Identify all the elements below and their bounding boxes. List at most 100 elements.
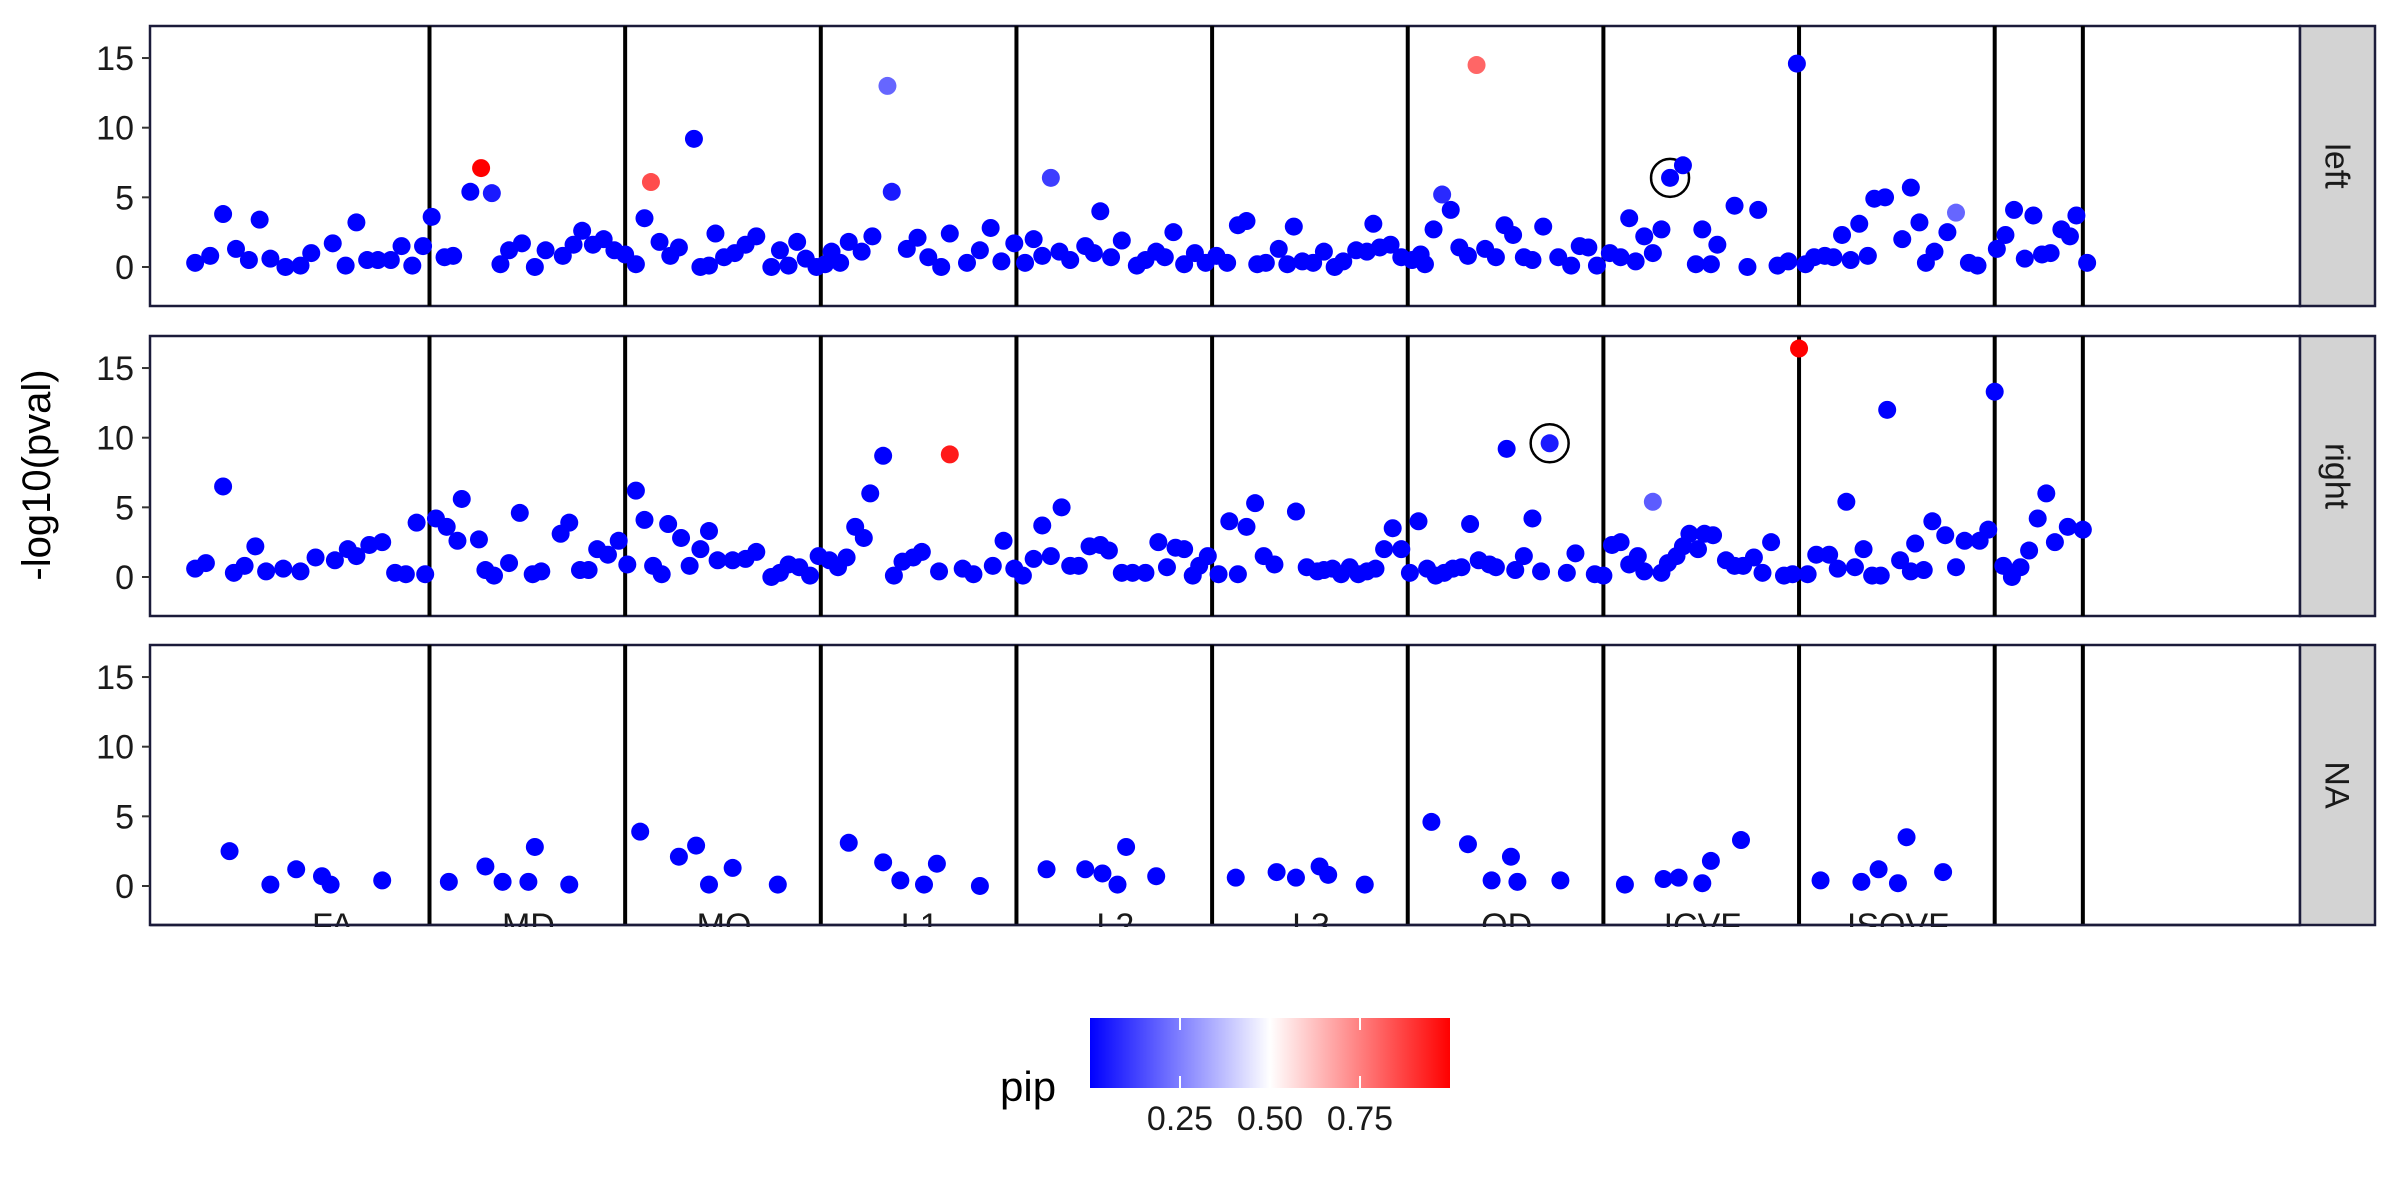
data-point <box>1938 223 1957 242</box>
data-point <box>652 565 671 584</box>
data-point <box>407 513 426 532</box>
data-point <box>2011 558 2030 577</box>
data-point <box>220 842 239 861</box>
data-point <box>1725 196 1744 215</box>
data-point <box>325 551 344 570</box>
data-point <box>257 562 276 581</box>
data-point <box>214 205 233 224</box>
data-point <box>1820 545 1839 564</box>
data-point <box>323 234 342 253</box>
data-point <box>1504 225 1523 244</box>
data-point <box>1611 248 1630 267</box>
data-point <box>1549 248 1568 267</box>
data-point <box>919 248 938 267</box>
data-point <box>669 847 688 866</box>
data-point <box>1661 168 1680 187</box>
data-point <box>861 484 880 503</box>
data-point <box>1626 252 1645 271</box>
data-point <box>381 251 400 270</box>
data-point <box>747 227 766 246</box>
data-point <box>912 542 931 561</box>
data-point <box>261 249 280 268</box>
data-point <box>1228 565 1247 584</box>
data-point <box>500 554 519 573</box>
data-point <box>631 822 650 841</box>
facet-panels: 051015left051015right051015NAFAMDMOL1L2L… <box>96 24 2377 947</box>
data-point <box>1673 156 1692 175</box>
data-point <box>416 565 435 584</box>
data-point <box>1041 547 1060 566</box>
data-point <box>1594 566 1613 585</box>
data-point <box>2073 520 2092 539</box>
data-point <box>1112 231 1131 250</box>
data-point <box>1037 860 1056 879</box>
data-point <box>964 565 983 584</box>
data-point <box>1175 540 1194 559</box>
data-point <box>927 854 946 873</box>
data-point <box>1218 253 1237 272</box>
data-point <box>403 256 422 275</box>
data-point <box>1209 565 1228 584</box>
data-point <box>1845 558 1864 577</box>
data-point <box>1319 865 1338 884</box>
data-point <box>1532 562 1551 581</box>
data-point <box>1850 214 1869 233</box>
data-point <box>874 446 893 465</box>
data-point <box>2060 227 2079 246</box>
data-point <box>1914 561 1933 580</box>
data-point <box>1579 238 1598 257</box>
data-point <box>618 555 637 574</box>
data-point <box>306 548 325 567</box>
data-point <box>1841 251 1860 270</box>
data-point <box>1968 256 1987 275</box>
data-point <box>1497 439 1516 458</box>
data-point <box>1508 872 1527 891</box>
data-point <box>691 540 710 559</box>
data-point <box>2078 253 2097 272</box>
data-point <box>1787 54 1806 73</box>
data-point <box>626 481 645 500</box>
data-point <box>700 522 718 541</box>
data-point <box>336 256 355 275</box>
data-point <box>1147 867 1166 886</box>
data-point <box>1157 558 1176 577</box>
data-point <box>1486 558 1505 577</box>
data-point <box>891 871 910 890</box>
y-tick-label: 10 <box>96 110 134 148</box>
data-point <box>1628 547 1647 566</box>
data-point <box>201 246 220 265</box>
colorbar-tick-label: 0.25 <box>1147 1100 1213 1138</box>
data-point <box>1738 257 1757 276</box>
data-point <box>1551 871 1570 890</box>
facet-strip-label: right <box>2318 443 2356 510</box>
data-point <box>801 566 820 585</box>
data-point <box>854 528 873 547</box>
data-point <box>461 182 480 201</box>
data-point <box>1704 526 1723 545</box>
data-point <box>1093 864 1112 883</box>
data-point <box>635 510 654 529</box>
data-point <box>1366 559 1385 578</box>
data-point <box>414 237 433 256</box>
data-point <box>1422 812 1441 831</box>
data-point <box>1871 566 1890 585</box>
data-point <box>579 561 598 580</box>
data-point <box>1979 520 1998 539</box>
data-point <box>439 872 458 891</box>
y-tick-label: 0 <box>115 559 134 597</box>
data-point <box>1024 549 1043 568</box>
data-point <box>1284 217 1303 236</box>
data-point <box>1985 382 2004 401</box>
data-point <box>1099 541 1118 560</box>
y-tick-label: 10 <box>96 729 134 767</box>
data-point <box>1783 565 1802 584</box>
facet-strip <box>2298 334 2377 618</box>
data-point <box>641 173 660 192</box>
data-point <box>1858 246 1877 265</box>
data-point <box>1433 185 1452 204</box>
data-point <box>609 531 628 550</box>
data-point <box>598 545 617 564</box>
label-mask <box>152 927 2298 947</box>
data-point <box>1102 248 1121 267</box>
